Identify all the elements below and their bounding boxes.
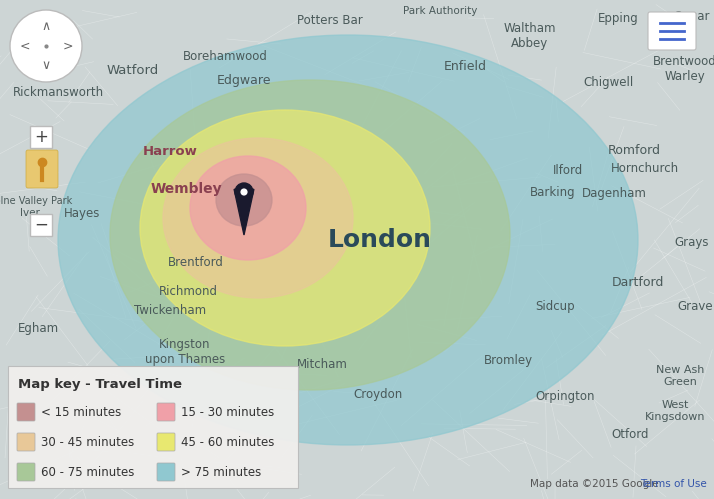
Text: Enfield: Enfield <box>443 60 486 73</box>
FancyBboxPatch shape <box>17 433 35 451</box>
Text: Epping: Epping <box>598 12 638 25</box>
Text: Map key - Travel Time: Map key - Travel Time <box>18 378 182 391</box>
Text: Ongar: Ongar <box>674 10 710 23</box>
Text: Iver: Iver <box>20 208 40 218</box>
Text: Potters Bar: Potters Bar <box>297 14 363 27</box>
Text: Bromley: Bromley <box>483 354 533 367</box>
FancyBboxPatch shape <box>157 463 175 481</box>
Text: Ilford: Ilford <box>553 164 583 177</box>
Text: Croydon: Croydon <box>353 388 403 401</box>
Text: Borehamwood: Borehamwood <box>183 50 268 63</box>
FancyBboxPatch shape <box>648 12 696 50</box>
Ellipse shape <box>58 35 638 445</box>
Circle shape <box>10 10 82 82</box>
Text: Terms of Use: Terms of Use <box>640 479 707 489</box>
Text: Otford: Otford <box>611 428 649 441</box>
Ellipse shape <box>216 174 272 226</box>
Ellipse shape <box>140 110 430 346</box>
FancyBboxPatch shape <box>157 403 175 421</box>
Ellipse shape <box>110 80 510 390</box>
Text: Rickmansworth: Rickmansworth <box>12 86 104 99</box>
Text: 30 - 45 minutes: 30 - 45 minutes <box>41 436 134 449</box>
Text: Watford: Watford <box>107 64 159 77</box>
Text: <: < <box>19 39 30 52</box>
Circle shape <box>235 183 253 201</box>
Text: Waltham
Abbey: Waltham Abbey <box>504 22 556 50</box>
Polygon shape <box>234 189 254 235</box>
FancyBboxPatch shape <box>30 126 52 148</box>
Text: Kingston
upon Thames: Kingston upon Thames <box>145 338 225 366</box>
Text: >: > <box>62 39 73 52</box>
Text: Brentford: Brentford <box>168 256 224 269</box>
Text: Richmond: Richmond <box>159 285 218 298</box>
Text: 60 - 75 minutes: 60 - 75 minutes <box>41 466 134 479</box>
FancyBboxPatch shape <box>17 463 35 481</box>
Text: Barking: Barking <box>531 186 575 199</box>
Text: Hayes: Hayes <box>64 207 100 220</box>
Text: Grave: Grave <box>677 300 713 313</box>
Text: +: + <box>34 128 48 146</box>
Text: Dartford: Dartford <box>612 276 664 289</box>
FancyBboxPatch shape <box>17 403 35 421</box>
FancyBboxPatch shape <box>8 366 298 488</box>
Text: Wembley: Wembley <box>150 182 222 196</box>
FancyBboxPatch shape <box>157 433 175 451</box>
FancyBboxPatch shape <box>30 214 52 236</box>
Text: Mitcham: Mitcham <box>296 358 348 371</box>
Text: 45 - 60 minutes: 45 - 60 minutes <box>181 436 274 449</box>
Text: > 75 minutes: > 75 minutes <box>181 466 261 479</box>
Ellipse shape <box>163 138 353 298</box>
FancyBboxPatch shape <box>26 150 58 188</box>
Text: London: London <box>328 228 432 252</box>
Text: Brentwood
Warley: Brentwood Warley <box>653 55 714 83</box>
Text: Edgware: Edgware <box>217 74 271 87</box>
Text: 15 - 30 minutes: 15 - 30 minutes <box>181 406 274 419</box>
Text: Romford: Romford <box>608 144 660 157</box>
Ellipse shape <box>190 156 306 260</box>
Circle shape <box>241 189 247 195</box>
Text: < 15 minutes: < 15 minutes <box>41 406 121 419</box>
Text: Grays: Grays <box>675 236 709 249</box>
Text: Orpington: Orpington <box>536 390 595 403</box>
Text: West
Kingsdown: West Kingsdown <box>645 400 705 422</box>
Text: Dagenham: Dagenham <box>582 187 646 200</box>
Text: New Ash
Green: New Ash Green <box>656 365 704 387</box>
Text: −: − <box>34 216 48 234</box>
Text: ∧: ∧ <box>41 19 51 33</box>
Text: Map data ©2015 Google: Map data ©2015 Google <box>530 479 658 489</box>
Text: Hornchurch: Hornchurch <box>611 162 679 175</box>
Text: Colne Valley Park: Colne Valley Park <box>0 196 72 206</box>
Text: Park Authority: Park Authority <box>403 6 477 16</box>
Text: Twickenham: Twickenham <box>134 304 206 317</box>
Text: ∨: ∨ <box>41 59 51 72</box>
Text: Sidcup: Sidcup <box>536 300 575 313</box>
Text: Harrow: Harrow <box>143 145 198 158</box>
Text: Egham: Egham <box>17 322 59 335</box>
Text: Chigwell: Chigwell <box>583 76 633 89</box>
